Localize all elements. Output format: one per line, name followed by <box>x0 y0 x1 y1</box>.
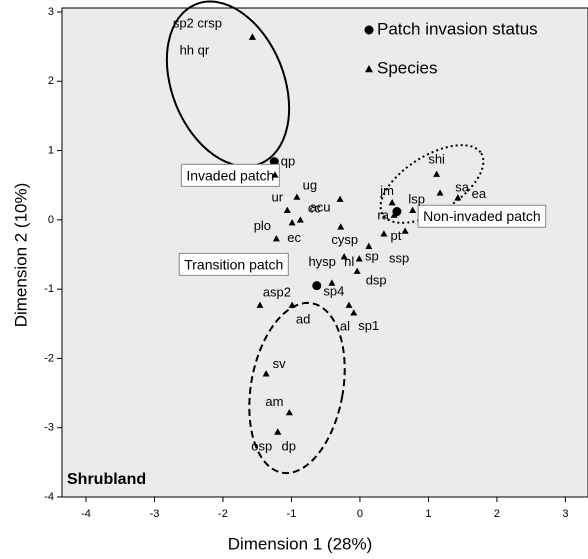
species-point <box>388 199 396 206</box>
species-point <box>390 211 398 218</box>
species-point <box>401 227 409 234</box>
patch-label: Invaded patch <box>186 167 274 183</box>
species-label: ur <box>272 190 284 205</box>
species-label: sp2 crsp <box>173 15 222 30</box>
species-label: jm <box>379 183 394 198</box>
y-tick-label: -3 <box>44 422 54 434</box>
species-label: ea <box>472 186 487 201</box>
species-point <box>271 171 279 178</box>
x-axis-title: Dimension 1 (28%) <box>228 534 373 553</box>
species-label: sp4 <box>323 283 344 298</box>
y-tick-label: 3 <box>48 6 54 18</box>
species-label: hh qr <box>180 42 210 57</box>
species-point <box>336 195 344 202</box>
species-point <box>345 301 353 308</box>
x-tick-label: 1 <box>425 508 431 520</box>
species-point <box>256 301 264 308</box>
species-point <box>248 33 256 40</box>
patch-label-box <box>180 163 280 187</box>
species-label: dp <box>282 438 296 453</box>
legend-marker <box>364 25 374 35</box>
species-label: cc <box>308 200 322 215</box>
x-tick-label: 0 <box>357 508 363 520</box>
patch-label: Non-invaded patch <box>423 208 541 224</box>
species-point <box>409 206 417 213</box>
species-point <box>436 189 444 196</box>
species-label: pt <box>390 228 401 243</box>
plot-area <box>61 7 588 498</box>
y-tick-label: 2 <box>48 75 54 87</box>
y-tick-label: -4 <box>44 491 54 503</box>
legend-label: Patch invasion status <box>377 19 538 38</box>
species-label: qp <box>281 153 295 168</box>
species-label: sp1 <box>358 318 379 333</box>
species-label: sv <box>273 356 287 371</box>
legend-marker <box>365 65 373 73</box>
x-tick-label: 3 <box>562 508 568 520</box>
species-point <box>285 408 293 416</box>
species-label: hysp <box>308 254 335 269</box>
species-point <box>365 242 373 249</box>
species-point <box>350 309 358 316</box>
species-label: ssp <box>389 250 409 265</box>
y-axis-title: Dimension 2 (10%) <box>11 183 30 328</box>
species-point <box>380 230 388 237</box>
species-label: hl <box>344 254 354 269</box>
transition-ellipse <box>248 301 346 475</box>
species-label: ra <box>377 207 389 222</box>
species-point <box>296 216 304 223</box>
species-label: dsp <box>366 273 387 288</box>
species-point <box>433 170 441 177</box>
species-point <box>274 428 282 435</box>
patch-label-box <box>178 252 289 276</box>
x-tick-label: -1 <box>287 508 297 520</box>
x-tick-label: 2 <box>494 508 500 520</box>
non-invaded-ellipse <box>379 144 485 224</box>
species-label: acu <box>310 200 331 215</box>
panel-label: Shrubland <box>67 471 146 488</box>
species-label: cysp <box>331 232 358 247</box>
patch-label: Transition patch <box>184 256 283 272</box>
x-tick-label: -3 <box>150 508 160 520</box>
species-label: ec <box>287 230 301 245</box>
x-tick-label: -2 <box>218 508 228 520</box>
legend-label: Species <box>377 58 437 77</box>
species-point <box>337 223 345 230</box>
species-point <box>288 301 296 308</box>
species-point <box>293 193 301 200</box>
x-tick-label: -4 <box>81 508 91 520</box>
species-label: asp2 <box>263 285 291 300</box>
species-point <box>288 219 296 226</box>
species-label: sp <box>365 249 379 264</box>
species-point <box>355 255 363 262</box>
species-label: plo <box>254 218 271 233</box>
species-label: sa <box>455 179 470 194</box>
y-tick-label: -1 <box>44 283 54 295</box>
species-label: ug <box>303 177 317 192</box>
species-point <box>353 267 361 274</box>
species-label: osp <box>251 438 272 453</box>
y-tick-label: -2 <box>44 352 54 364</box>
species-point <box>262 370 270 377</box>
species-label: am <box>265 394 283 409</box>
species-point <box>454 194 462 201</box>
species-point <box>340 253 348 260</box>
species-label: lsp <box>408 192 425 207</box>
species-label: ad <box>296 312 310 327</box>
y-tick-label: 0 <box>48 214 54 226</box>
patch-label-box <box>417 204 547 228</box>
y-tick-label: 1 <box>48 144 54 156</box>
species-point <box>328 279 336 286</box>
species-label: shi <box>428 152 445 167</box>
patch-point <box>312 281 322 291</box>
species-label: al <box>340 319 350 334</box>
species-point <box>283 206 291 213</box>
species-point <box>272 235 280 242</box>
invaded-ellipse <box>165 0 291 168</box>
